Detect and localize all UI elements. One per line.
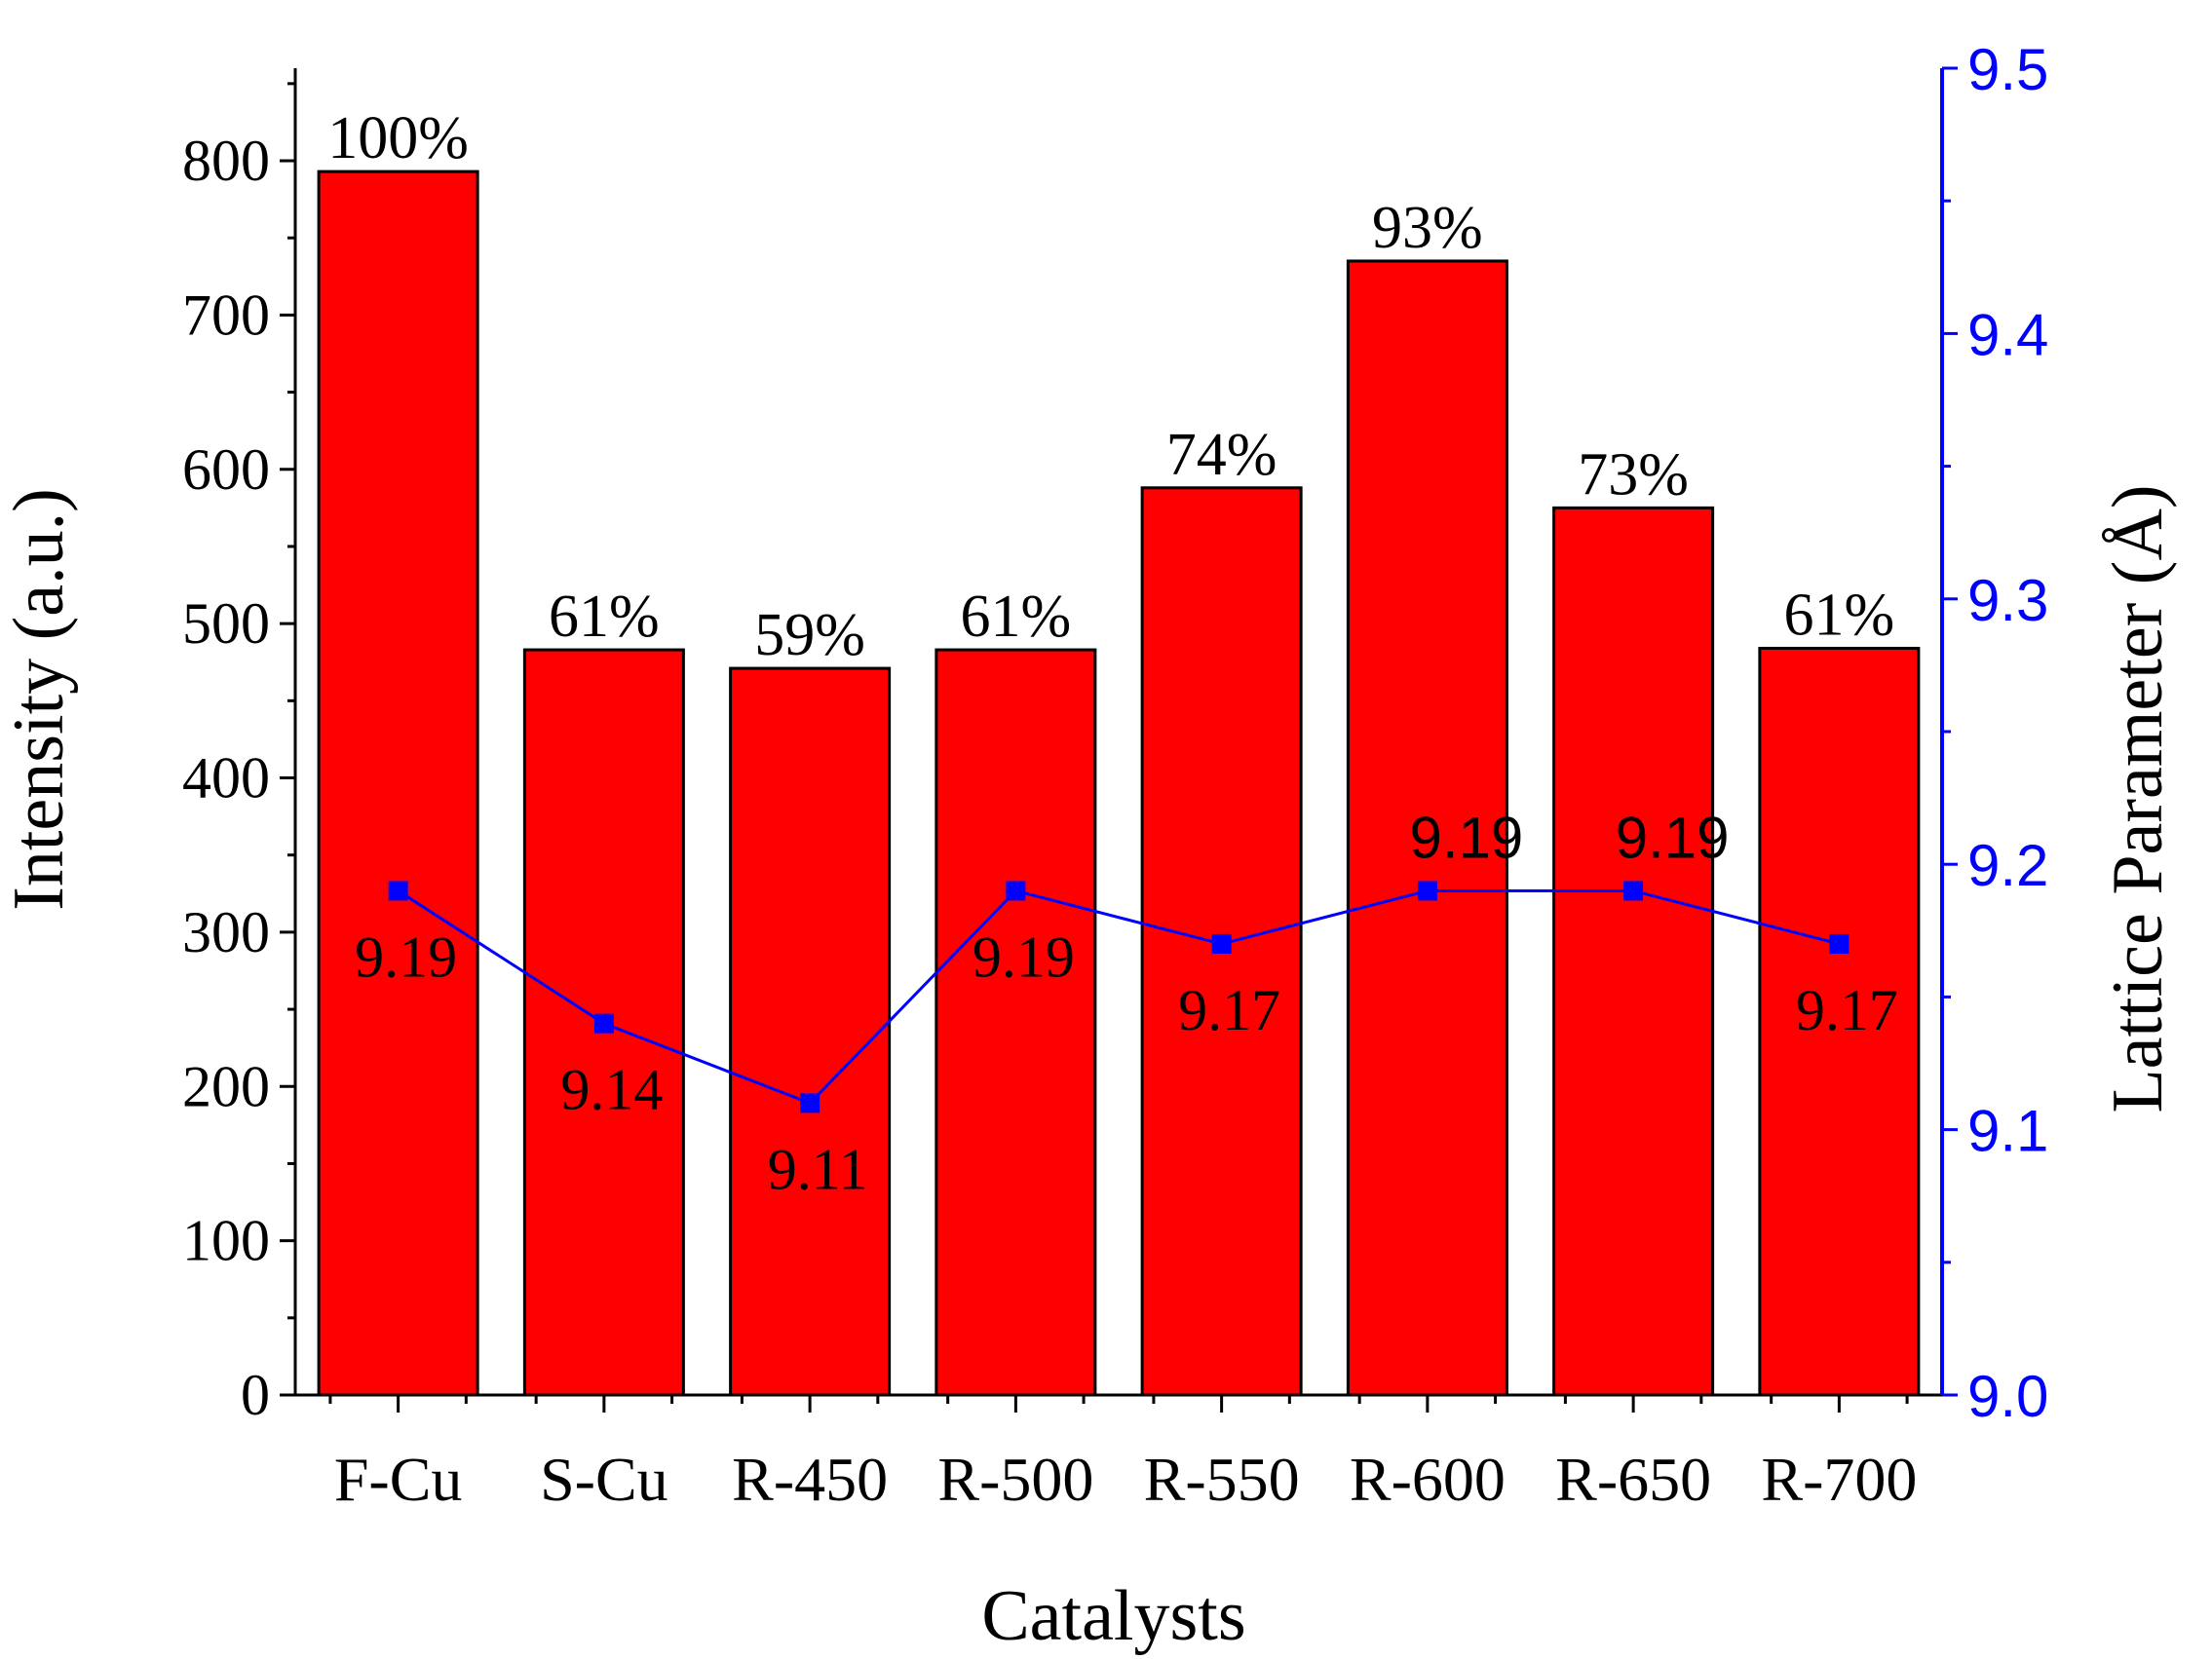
bar-value-label: 59% bbox=[754, 602, 865, 668]
bar-R-700 bbox=[1758, 646, 1921, 1397]
bar-value-label: 61% bbox=[1784, 582, 1895, 648]
y2-axis-title: Lattice Parameter (Å) bbox=[2098, 484, 2178, 1112]
lattice-line bbox=[397, 888, 1840, 1106]
bar-group bbox=[317, 170, 1921, 1397]
y2-tick-label: 9.2 bbox=[1967, 833, 2048, 898]
bar-value-label: 74% bbox=[1166, 422, 1278, 488]
lattice-value-label: 9.17 bbox=[1178, 978, 1280, 1042]
y-tick-label: 800 bbox=[182, 129, 270, 193]
lattice-marker bbox=[388, 881, 408, 901]
lattice-value-label: 9.14 bbox=[560, 1058, 663, 1122]
lattice-marker bbox=[1417, 881, 1437, 901]
bar-R-650 bbox=[1552, 506, 1715, 1397]
x-tick-label: R-450 bbox=[732, 1445, 888, 1514]
y-tick-label: 300 bbox=[182, 900, 270, 964]
x-tick-label: R-600 bbox=[1350, 1445, 1506, 1514]
y2-tick-label: 9.4 bbox=[1967, 302, 2048, 367]
x-axis-title: Catalysts bbox=[981, 1576, 1245, 1656]
y-tick-label: 400 bbox=[182, 746, 270, 811]
x-tick-label: R-700 bbox=[1761, 1445, 1917, 1514]
lattice-value-label: 9.17 bbox=[1796, 978, 1898, 1042]
lattice-value-label: 9.19 bbox=[355, 924, 457, 989]
y2-tick-label: 9.0 bbox=[1967, 1364, 2048, 1429]
bar-value-label: 61% bbox=[549, 584, 660, 650]
lattice-marker bbox=[800, 1093, 820, 1113]
bar-value-label: 100% bbox=[327, 105, 469, 171]
bar-value-label: 93% bbox=[1372, 195, 1483, 261]
x-tick-label: R-650 bbox=[1555, 1445, 1711, 1514]
y-tick-label: 0 bbox=[241, 1363, 270, 1427]
y-tick-label: 100 bbox=[182, 1209, 270, 1273]
x-tick-label: R-500 bbox=[937, 1445, 1093, 1514]
lattice-value-label: 9.19 bbox=[973, 924, 1075, 989]
bar-F-Cu bbox=[317, 170, 479, 1397]
lattice-marker bbox=[1006, 881, 1026, 901]
y2-tick-label: 9.3 bbox=[1967, 568, 2048, 633]
y-tick-label: 500 bbox=[182, 591, 270, 656]
y-tick-label: 200 bbox=[182, 1054, 270, 1118]
y-tick-label: 700 bbox=[182, 283, 270, 347]
y-tick-label: 600 bbox=[182, 437, 270, 502]
x-tick-label: F-Cu bbox=[334, 1445, 463, 1514]
x-tick-label: S-Cu bbox=[540, 1445, 668, 1514]
lattice-value-label: 9.19 bbox=[1409, 805, 1523, 870]
x-tick-label: R-550 bbox=[1144, 1445, 1300, 1514]
bar-label-group: 100% 61% 59% 61% 74% 93% 73% 61% bbox=[327, 105, 1894, 668]
y2-tick-label: 9.1 bbox=[1967, 1099, 2048, 1164]
bar-R-450 bbox=[729, 666, 892, 1397]
y2-tick-label: 9.5 bbox=[1967, 37, 2048, 102]
bar-value-label: 61% bbox=[961, 584, 1072, 650]
lattice-value-label: 9.19 bbox=[1616, 805, 1730, 870]
lattice-line-group: 9.19 9.14 9.11 9.19 9.17 9.19 9.19 9.17 bbox=[355, 805, 1898, 1201]
bar-R-600 bbox=[1346, 259, 1508, 1397]
bar-value-label: 73% bbox=[1578, 441, 1689, 508]
bar-R-500 bbox=[934, 648, 1097, 1397]
lattice-value-label: 9.11 bbox=[768, 1137, 868, 1201]
lattice-marker bbox=[1829, 933, 1850, 954]
lattice-marker bbox=[593, 1013, 614, 1034]
tick-group: 0 100 200 300 400 500 600 700 800 9.0 9.1 9.2 9.3 9.4… bbox=[182, 37, 2048, 1514]
lattice-marker bbox=[1623, 881, 1644, 901]
lattice-marker bbox=[1211, 933, 1232, 954]
y-axis-title: Intensity (a.u.) bbox=[0, 488, 79, 911]
